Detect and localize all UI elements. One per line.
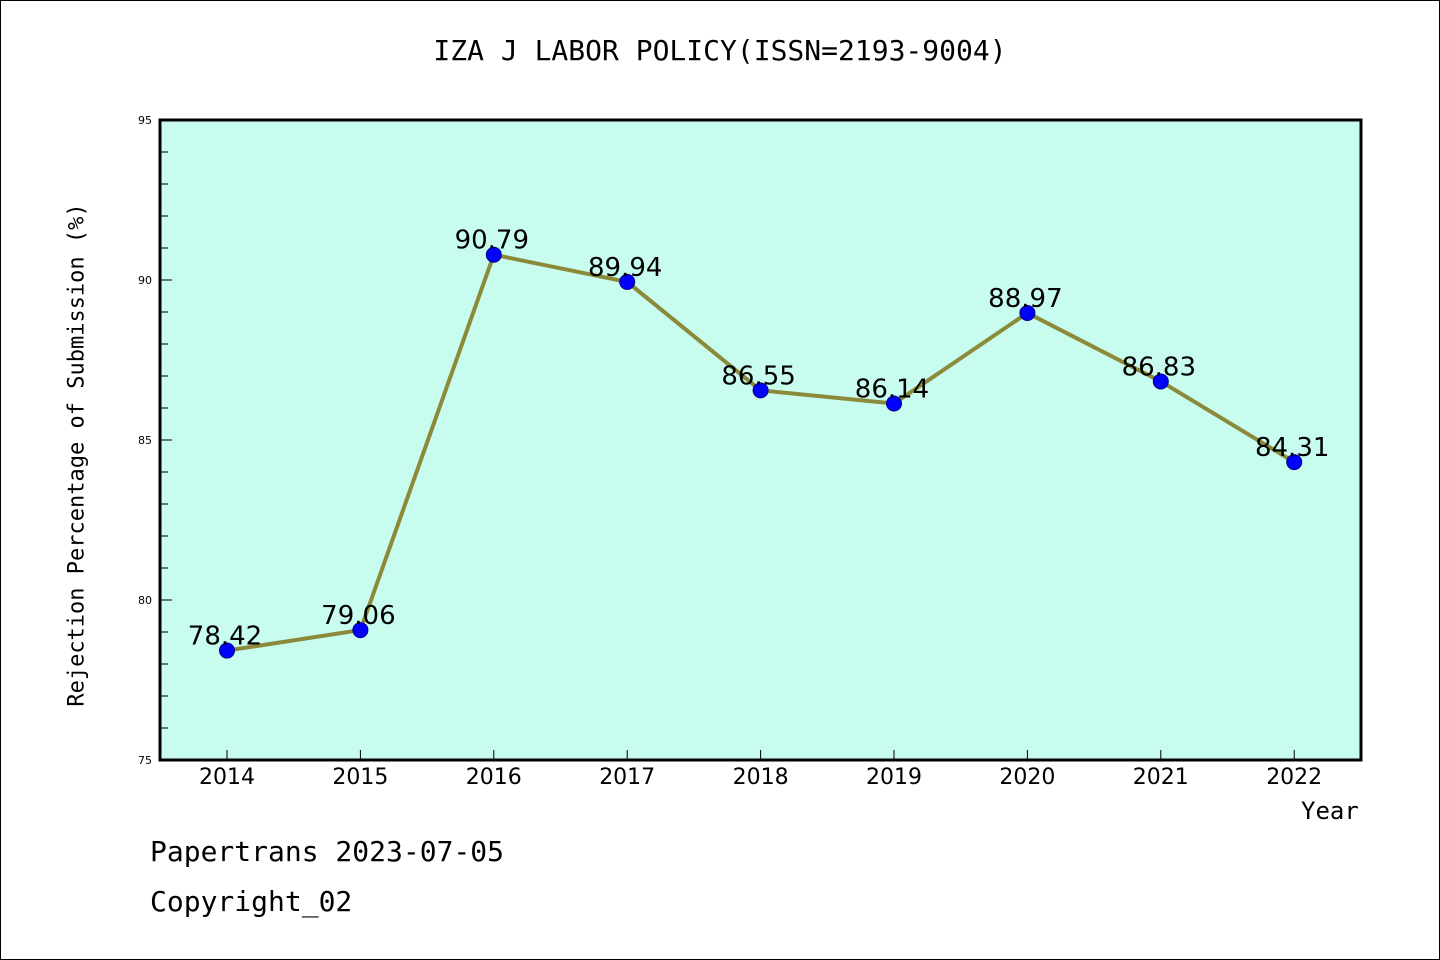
data-point-marker — [886, 395, 902, 412]
data-point-marker — [1019, 304, 1036, 321]
y-tick-label: 95 — [138, 114, 152, 127]
x-axis-label: Year — [1301, 797, 1359, 825]
data-point-label: 78.42 — [188, 622, 262, 652]
y-tick-label: 85 — [138, 434, 152, 447]
data-point-label: 89.94 — [588, 253, 662, 283]
x-tick-label: 2016 — [466, 765, 522, 790]
x-tick-label: 2019 — [866, 765, 922, 790]
x-tick-label: 2015 — [332, 765, 388, 790]
y-tick-label: 80 — [138, 594, 152, 607]
data-point-marker — [352, 622, 369, 639]
x-tick-label: 2017 — [599, 765, 655, 790]
data-point-label: 79.06 — [321, 601, 395, 631]
data-point-label: 84.31 — [1255, 433, 1329, 463]
y-axis: 75 80 85 90 95 — [138, 114, 172, 767]
x-tick-label: 2018 — [733, 765, 789, 790]
data-markers — [219, 246, 1303, 659]
footer-copyright: Copyright_02 — [150, 885, 353, 918]
data-point-label: 86.83 — [1122, 352, 1196, 382]
data-point-marker — [619, 273, 636, 290]
y-tick-label: 75 — [138, 754, 152, 767]
x-tick-label: 2014 — [199, 765, 255, 790]
data-point-marker — [1286, 454, 1303, 471]
plot-area — [158, 118, 1363, 762]
x-tick-label: 2020 — [999, 765, 1055, 790]
footer-source: Papertrans 2023-07-05 — [150, 835, 505, 868]
data-point-label: 86.14 — [855, 375, 929, 405]
data-point-marker — [752, 382, 769, 399]
x-axis: 2014 2015 2016 2017 2018 2019 2020 2021 2022 — [199, 750, 1322, 790]
data-point-marker — [485, 246, 502, 263]
data-point-label: 88.97 — [988, 284, 1062, 314]
data-point-marker — [219, 642, 235, 659]
data-point-marker — [1152, 373, 1169, 390]
data-point-label: 86.55 — [721, 361, 795, 391]
chart-title: IZA J LABOR POLICY(ISSN=2193-9004) — [433, 34, 1007, 67]
data-point-label: 90.79 — [455, 226, 529, 256]
x-tick-label: 2022 — [1266, 765, 1322, 790]
x-tick-label: 2021 — [1133, 765, 1189, 790]
y-tick-label: 90 — [138, 274, 152, 287]
data-labels: 78.42 79.06 90.79 89.94 86.55 86.14 88.97 86.83… — [188, 226, 1330, 652]
